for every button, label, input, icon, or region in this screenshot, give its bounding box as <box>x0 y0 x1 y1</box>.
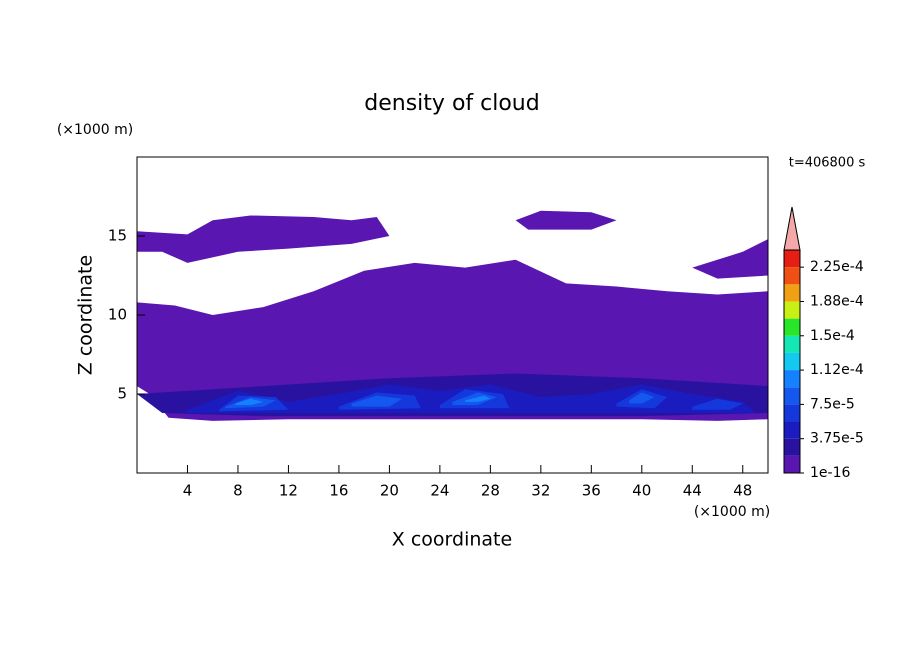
colorbar-band <box>784 387 800 405</box>
contour-region <box>515 210 617 230</box>
contour-region <box>629 392 655 404</box>
contour-region <box>351 395 403 407</box>
chart-title: density of cloud <box>364 91 539 116</box>
y-unit: (×1000 m) <box>57 122 133 138</box>
colorbar-band <box>784 370 800 388</box>
x-tick-label: 8 <box>233 482 243 500</box>
colorbar-band <box>784 335 800 353</box>
x-tick-label: 20 <box>380 482 399 500</box>
colorbar-band <box>784 352 800 371</box>
colorbar-band <box>784 267 800 285</box>
colorbar-frame <box>783 249 801 474</box>
colorbar-band <box>784 421 800 439</box>
time-annotation: t=406800 s <box>789 156 866 171</box>
x-unit: (×1000 m) <box>694 504 770 520</box>
colorbar-tick-label: 1e-16 <box>810 465 850 481</box>
x-tick-label: 28 <box>481 482 500 500</box>
x-tick-label: 16 <box>329 482 348 500</box>
x-tick-label: 12 <box>279 482 298 500</box>
x-tick-label: 36 <box>582 482 601 500</box>
colorbar-band <box>784 284 800 302</box>
colorbar-tick-label: 7.5e-5 <box>810 396 855 412</box>
contour-layer <box>137 210 768 421</box>
y-tick-label: 5 <box>117 385 127 403</box>
colorbar-band <box>784 404 800 422</box>
x-tick-label: 40 <box>632 482 651 500</box>
x-tick-label: 48 <box>733 482 752 500</box>
colorbar-tick-label: 2.25e-4 <box>810 259 864 275</box>
x-tick-label: 24 <box>430 482 449 500</box>
colorbar-tick-label: 3.75e-5 <box>810 431 864 447</box>
contour-region <box>692 239 768 279</box>
x-tick-label: 4 <box>183 482 193 500</box>
contour-region <box>692 398 743 410</box>
x-tick-label: 44 <box>683 482 702 500</box>
y-tick-label: 10 <box>108 306 127 324</box>
colorbar-band <box>784 318 800 336</box>
colorbar-band <box>784 301 800 319</box>
y-axis-label: Z coordinate <box>75 255 97 375</box>
colorbar-tick-label: 1.5e-4 <box>810 328 855 344</box>
colorbar-band <box>784 250 800 268</box>
colorbar-tick-label: 1.12e-4 <box>810 362 864 378</box>
contour-region <box>465 395 491 402</box>
colorbar-band <box>784 455 800 473</box>
contour-region <box>137 215 390 263</box>
contour-region <box>235 398 264 406</box>
colorbar-tick-label: 1.88e-4 <box>810 293 864 309</box>
x-tick-label: 32 <box>531 482 550 500</box>
x-axis-label: X coordinate <box>392 529 512 551</box>
colorbar-band <box>784 438 800 456</box>
y-tick-label: 15 <box>108 227 127 245</box>
colorbar-overflow <box>783 206 801 251</box>
